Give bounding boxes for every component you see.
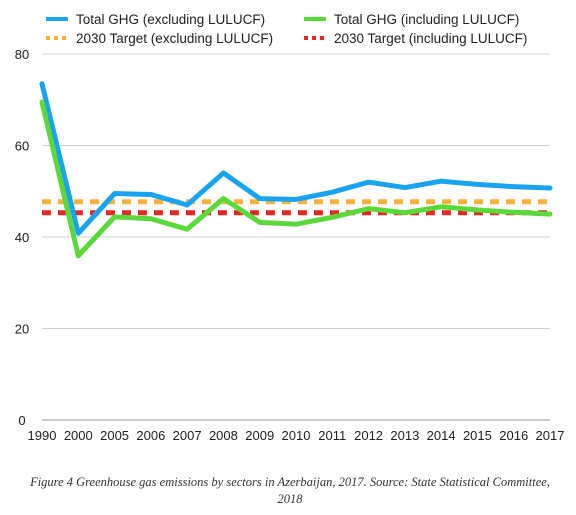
x-axis: 1990 2000 2005 2006 2007 2008 2009 2010 2011 2012… — [28, 428, 565, 443]
y-tick-label-0: 0 — [18, 413, 25, 428]
legend-label-total-ghg-including-lulucf: Total GHG (including LULUCF) — [334, 12, 519, 27]
x-tick-label-2014: 2014 — [427, 428, 456, 443]
x-tick-label-2017: 2017 — [536, 428, 565, 443]
grid — [42, 53, 550, 421]
x-tick-label-2011: 2011 — [318, 428, 346, 443]
series-line-total-ghg-including-lulucf — [39, 99, 553, 259]
legend: Total GHG (excluding LULUCF) Total GHG (i… — [46, 12, 527, 46]
x-tick-label-2006: 2006 — [136, 428, 165, 443]
y-tick-label-20: 20 — [15, 322, 29, 337]
series-layer — [39, 81, 553, 259]
x-tick-label-2007: 2007 — [173, 428, 202, 443]
y-tick-label-40: 40 — [15, 230, 29, 245]
line-chart: Total GHG (excluding LULUCF) Total GHG (i… — [15, 12, 565, 443]
legend-item-2030-target-excluding-lulucf: 2030 Target (excluding LULUCF) — [46, 31, 273, 46]
y-tick-label-60: 60 — [15, 139, 29, 154]
x-tick-label-2012: 2012 — [354, 428, 383, 443]
y-axis: 0 20 40 60 80 — [15, 47, 29, 428]
x-tick-label-2010: 2010 — [282, 428, 311, 443]
legend-item-total-ghg-including-lulucf: Total GHG (including LULUCF) — [304, 12, 519, 27]
legend-item-2030-target-including-lulucf: 2030 Target (including LULUCF) — [304, 31, 527, 46]
legend-item-total-ghg-excluding-lulucf: Total GHG (excluding LULUCF) — [46, 12, 265, 27]
y-tick-label-80: 80 — [15, 47, 29, 62]
x-tick-label-2013: 2013 — [390, 428, 419, 443]
x-tick-label-1990: 1990 — [28, 428, 57, 443]
legend-label-2030-target-including-lulucf: 2030 Target (including LULUCF) — [334, 31, 527, 46]
x-tick-label-2015: 2015 — [463, 428, 492, 443]
x-tick-label-2008: 2008 — [209, 428, 238, 443]
legend-label-2030-target-excluding-lulucf: 2030 Target (excluding LULUCF) — [76, 31, 273, 46]
series-line-total-ghg-excluding-lulucf — [39, 81, 553, 236]
figure-caption: Figure 4 Greenhouse gas emissions by sec… — [30, 475, 550, 506]
x-tick-label-2000: 2000 — [64, 428, 93, 443]
x-tick-label-2009: 2009 — [245, 428, 274, 443]
legend-label-total-ghg-excluding-lulucf: Total GHG (excluding LULUCF) — [76, 12, 265, 27]
x-tick-label-2005: 2005 — [100, 428, 129, 443]
x-tick-label-2016: 2016 — [499, 428, 528, 443]
